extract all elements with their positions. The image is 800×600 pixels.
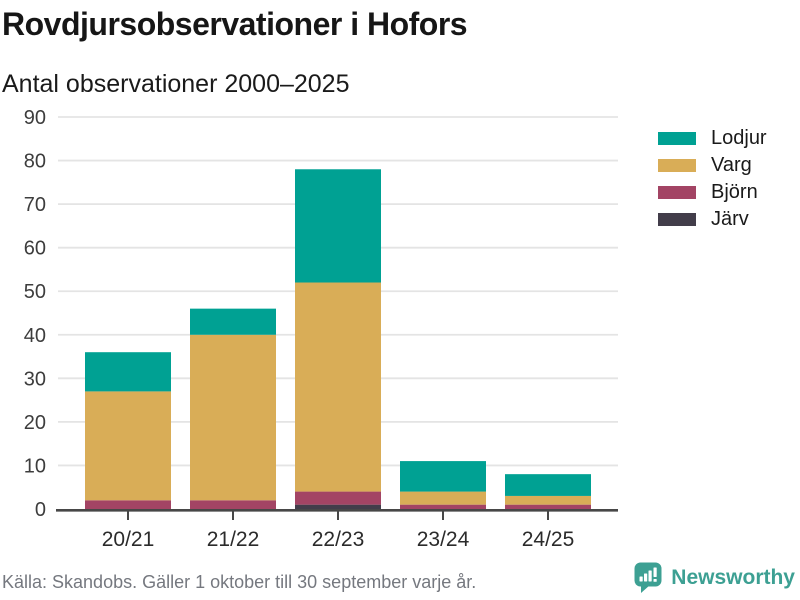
bar-segment-lodjur (190, 308, 276, 335)
y-axis-label: 70 (24, 194, 46, 216)
legend-label-bjorn: Björn (711, 181, 758, 203)
y-axis-label: 30 (24, 368, 46, 390)
bar-segment-varg (295, 282, 381, 492)
bar-segment-bjorn (295, 491, 381, 505)
y-axis-label: 10 (24, 455, 46, 477)
y-axis-label: 40 (24, 325, 46, 347)
legend-label-lodjur: Lodjur (711, 127, 767, 149)
legend-swatch-jarv (658, 213, 696, 226)
bar-segment-jarv (295, 504, 381, 509)
bar-segment-varg (400, 491, 486, 505)
y-axis-label: 90 (24, 107, 46, 129)
newsworthy-icon (634, 562, 662, 593)
bar-segment-lodjur (295, 169, 381, 283)
bar-segment-lodjur (505, 474, 591, 496)
legend-item-bjorn: Björn (658, 181, 767, 203)
legend-swatch-lodjur (658, 132, 696, 145)
bar-segment-varg (85, 391, 171, 501)
bar-segment-bjorn (400, 504, 486, 509)
chart-legend: Lodjur Varg Björn Järv (658, 127, 767, 240)
newsworthy-wordmark: Newsworthy (671, 565, 795, 589)
x-axis-label: 23/24 (417, 528, 470, 551)
legend-item-varg: Varg (658, 154, 767, 176)
stacked-bar-chart: 0 10 20 30 40 50 60 70 80 90 20/21 21/22 22/23 23/24 2… (24, 107, 618, 551)
chart-subtitle: Antal observationer 2000–2025 (2, 70, 350, 98)
y-axis-label: 50 (24, 281, 46, 303)
x-axis-label: 20/21 (102, 528, 155, 551)
y-axis-label: 20 (24, 412, 46, 434)
x-axis-label: 24/25 (522, 528, 575, 551)
x-axis-label: 22/23 (312, 528, 365, 551)
chart-title: Rovdjursobservationer i Hofors (2, 6, 468, 42)
bar-segment-bjorn (85, 500, 171, 509)
legend-label-varg: Varg (711, 154, 752, 176)
y-axis-label: 0 (35, 499, 46, 521)
bar-segment-bjorn (505, 504, 591, 509)
bar-segment-lodjur (85, 352, 171, 392)
bar-segment-lodjur (400, 461, 486, 492)
legend-swatch-bjorn (658, 186, 696, 199)
legend-swatch-varg (658, 159, 696, 172)
legend-label-jarv: Järv (711, 208, 749, 230)
bar-segment-varg (190, 334, 276, 501)
source-note: Källa: Skandobs. Gäller 1 oktober till 3… (2, 572, 477, 592)
y-axis-label: 80 (24, 151, 46, 173)
legend-item-lodjur: Lodjur (658, 127, 767, 149)
x-axis-label: 21/22 (207, 528, 260, 551)
bar-segment-varg (505, 495, 591, 505)
newsworthy-logo: Newsworthy (633, 561, 795, 594)
legend-item-jarv: Järv (658, 208, 767, 230)
bar-segment-bjorn (190, 500, 276, 509)
y-axis-label: 60 (24, 238, 46, 260)
